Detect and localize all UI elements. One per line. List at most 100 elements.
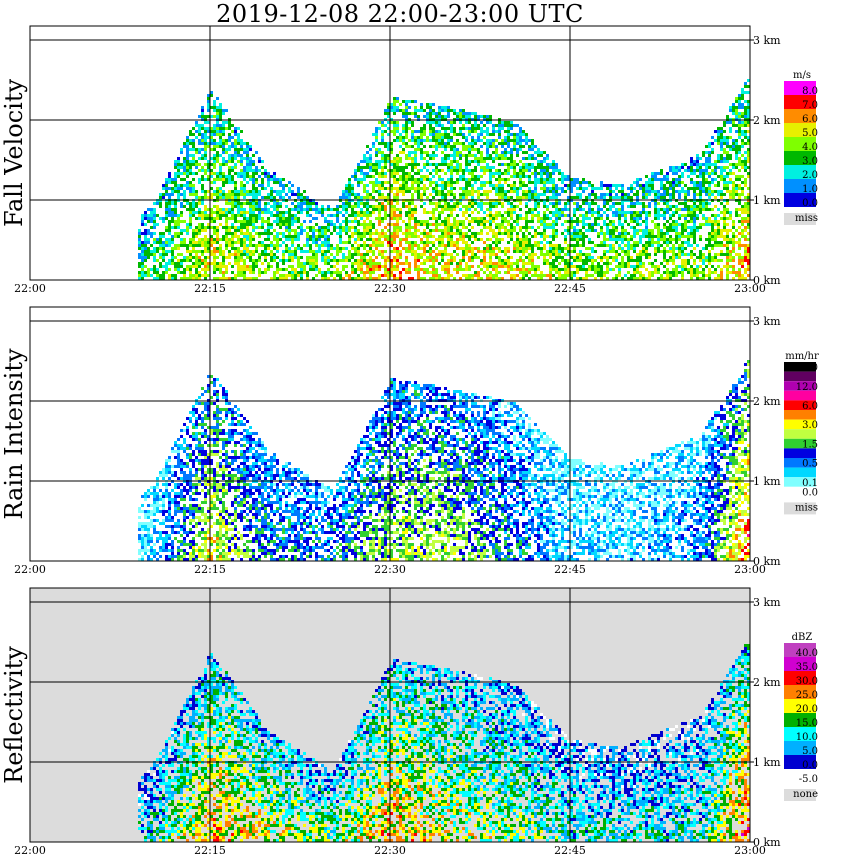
data-cell bbox=[546, 187, 549, 190]
data-cell bbox=[510, 163, 513, 166]
data-cell bbox=[405, 259, 408, 262]
data-cell bbox=[498, 262, 501, 265]
data-cell bbox=[543, 232, 546, 235]
data-cell bbox=[381, 157, 384, 160]
data-cell bbox=[504, 196, 507, 199]
data-cell bbox=[429, 277, 432, 280]
data-cell bbox=[471, 127, 474, 130]
data-cell bbox=[414, 259, 417, 262]
data-cell bbox=[351, 220, 354, 223]
data-cell bbox=[489, 157, 492, 160]
data-cell bbox=[492, 247, 495, 250]
data-cell bbox=[603, 184, 606, 187]
data-cell bbox=[543, 217, 546, 220]
data-cell bbox=[237, 142, 240, 145]
data-cell bbox=[465, 181, 468, 184]
data-cell bbox=[234, 145, 237, 148]
data-cell bbox=[174, 223, 177, 226]
data-cell bbox=[189, 193, 192, 196]
data-cell bbox=[372, 277, 375, 280]
data-cell bbox=[255, 187, 258, 190]
data-cell bbox=[441, 127, 444, 130]
data-cell bbox=[153, 208, 156, 211]
data-cell bbox=[405, 223, 408, 226]
data-cell bbox=[402, 136, 405, 139]
data-cell bbox=[618, 274, 621, 277]
data-cell bbox=[438, 115, 441, 118]
data-cell bbox=[456, 232, 459, 235]
data-cell bbox=[465, 112, 468, 115]
data-cell bbox=[486, 157, 489, 160]
data-cell bbox=[393, 106, 396, 109]
data-cell bbox=[330, 232, 333, 235]
data-cell bbox=[399, 160, 402, 163]
data-cell bbox=[234, 139, 237, 142]
data-cell bbox=[537, 193, 540, 196]
data-cell bbox=[447, 145, 450, 148]
data-cell bbox=[645, 247, 648, 250]
data-cell bbox=[336, 208, 339, 211]
data-cell bbox=[351, 235, 354, 238]
data-cell bbox=[375, 262, 378, 265]
data-cell bbox=[492, 265, 495, 268]
data-cell bbox=[585, 235, 588, 238]
data-cell bbox=[498, 190, 501, 193]
data-cell bbox=[456, 166, 459, 169]
data-cell bbox=[165, 241, 168, 244]
data-cell bbox=[300, 208, 303, 211]
data-cell bbox=[408, 202, 411, 205]
data-cell bbox=[294, 238, 297, 241]
data-cell bbox=[210, 253, 213, 256]
data-cell bbox=[501, 259, 504, 262]
data-cell bbox=[633, 277, 636, 280]
data-cell bbox=[582, 262, 585, 265]
data-cell bbox=[519, 238, 522, 241]
data-cell bbox=[546, 253, 549, 256]
data-cell bbox=[489, 247, 492, 250]
data-cell bbox=[219, 268, 222, 271]
data-cell bbox=[471, 175, 474, 178]
data-cell bbox=[450, 229, 453, 232]
data-cell bbox=[357, 163, 360, 166]
data-cell bbox=[390, 103, 393, 106]
data-cell bbox=[666, 193, 669, 196]
data-cell bbox=[261, 181, 264, 184]
data-cell bbox=[480, 166, 483, 169]
data-cell bbox=[306, 214, 309, 217]
data-cell bbox=[216, 226, 219, 229]
data-cell bbox=[405, 157, 408, 160]
data-cell bbox=[480, 184, 483, 187]
data-cell bbox=[141, 223, 144, 226]
data-cell bbox=[669, 229, 672, 232]
data-cell bbox=[561, 172, 564, 175]
data-cell bbox=[411, 136, 414, 139]
data-cell bbox=[222, 253, 225, 256]
data-cell bbox=[297, 202, 300, 205]
data-cell bbox=[267, 202, 270, 205]
data-cell bbox=[213, 178, 216, 181]
data-cell bbox=[534, 172, 537, 175]
data-cell bbox=[552, 193, 555, 196]
data-cell bbox=[663, 232, 666, 235]
data-cell bbox=[444, 223, 447, 226]
data-cell bbox=[417, 220, 420, 223]
data-cell bbox=[585, 256, 588, 259]
data-cell bbox=[591, 214, 594, 217]
data-cell bbox=[540, 271, 543, 274]
data-cell bbox=[597, 244, 600, 247]
data-cell bbox=[414, 223, 417, 226]
data-cell bbox=[414, 208, 417, 211]
data-cell bbox=[276, 256, 279, 259]
data-cell bbox=[573, 229, 576, 232]
data-cell bbox=[618, 262, 621, 265]
data-cell bbox=[438, 253, 441, 256]
data-cell bbox=[573, 274, 576, 277]
data-cell bbox=[660, 214, 663, 217]
data-cell bbox=[441, 241, 444, 244]
data-cell bbox=[288, 274, 291, 277]
data-cell bbox=[195, 121, 198, 124]
data-cell bbox=[378, 238, 381, 241]
data-cell bbox=[444, 142, 447, 145]
data-cell bbox=[495, 148, 498, 151]
data-cell bbox=[432, 250, 435, 253]
